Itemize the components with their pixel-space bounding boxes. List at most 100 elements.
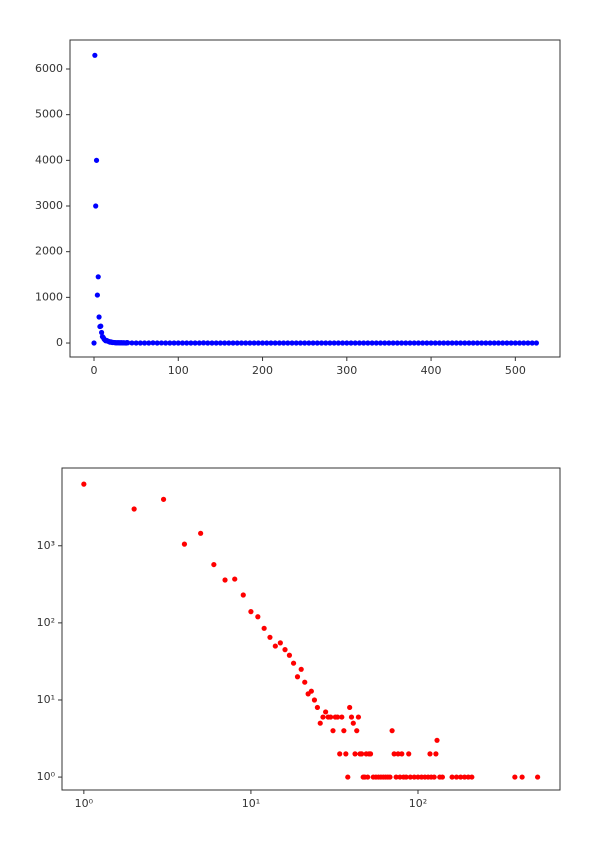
point (367, 751, 374, 757)
point (146, 340, 152, 346)
point (512, 774, 518, 780)
point (377, 340, 384, 346)
point (179, 340, 186, 346)
point (154, 340, 160, 346)
point (424, 340, 430, 346)
point (434, 737, 440, 743)
point (397, 774, 403, 780)
point (365, 774, 371, 780)
y-tick-label: 1000 (35, 290, 63, 303)
point (158, 340, 165, 346)
point (411, 340, 417, 346)
x-tick-label: 400 (421, 364, 442, 377)
point (226, 340, 232, 346)
point (247, 340, 253, 346)
point (457, 340, 464, 346)
point (129, 340, 135, 346)
point (343, 751, 349, 757)
point (341, 728, 347, 734)
y-tick-label: 5000 (35, 108, 63, 121)
point (433, 751, 439, 757)
point (327, 340, 333, 346)
point (398, 340, 405, 346)
point (95, 274, 101, 280)
point (209, 340, 215, 346)
point (277, 640, 283, 646)
point (335, 340, 341, 346)
point (91, 340, 97, 346)
point (133, 340, 139, 346)
point (243, 340, 249, 346)
point (276, 340, 282, 346)
point (461, 774, 468, 780)
point (535, 774, 541, 780)
point (310, 340, 316, 346)
point (359, 751, 365, 757)
point (290, 660, 297, 666)
point (390, 340, 396, 346)
point (406, 751, 412, 757)
point (352, 751, 358, 757)
point (427, 751, 433, 757)
point (318, 340, 325, 346)
point (232, 576, 238, 582)
point (181, 541, 188, 547)
point (267, 634, 273, 640)
point (516, 340, 523, 346)
point (323, 340, 329, 346)
point (394, 340, 400, 346)
point (323, 709, 329, 715)
point (294, 674, 301, 680)
point (436, 340, 443, 346)
point (411, 774, 417, 780)
point (512, 340, 518, 346)
axes-frame (61, 467, 561, 791)
point (234, 340, 240, 346)
point (317, 720, 323, 726)
point (407, 340, 413, 346)
point (331, 340, 337, 346)
point (439, 774, 445, 780)
point (431, 774, 437, 780)
point (200, 340, 207, 346)
point (458, 774, 464, 780)
y-tick-label: 0 (56, 336, 63, 349)
point (445, 340, 451, 346)
point (297, 340, 304, 346)
point (248, 609, 254, 615)
point (261, 625, 267, 631)
point (255, 340, 261, 346)
point (453, 774, 460, 780)
point (354, 728, 360, 734)
point (217, 340, 224, 346)
y-tick-label: 10² (37, 616, 55, 629)
point (98, 323, 104, 329)
point (285, 340, 291, 346)
point (238, 340, 245, 346)
point (525, 340, 531, 346)
point (420, 340, 426, 346)
point (306, 340, 312, 346)
point (365, 340, 371, 346)
x-tick-label: 500 (505, 364, 526, 377)
point (255, 614, 261, 620)
point (369, 340, 375, 346)
x-tick-label: 300 (336, 364, 357, 377)
point (131, 506, 137, 512)
point (240, 592, 246, 598)
point (469, 774, 475, 780)
point (205, 340, 211, 346)
axes-frame (69, 39, 561, 358)
point (94, 292, 100, 298)
x-tick-label: 10¹ (242, 797, 260, 810)
point (81, 481, 87, 487)
point (251, 340, 257, 346)
point (345, 774, 351, 780)
point (399, 751, 405, 757)
point (264, 340, 270, 346)
point (347, 704, 353, 711)
point (286, 652, 293, 658)
point (403, 774, 409, 780)
point (415, 340, 422, 346)
